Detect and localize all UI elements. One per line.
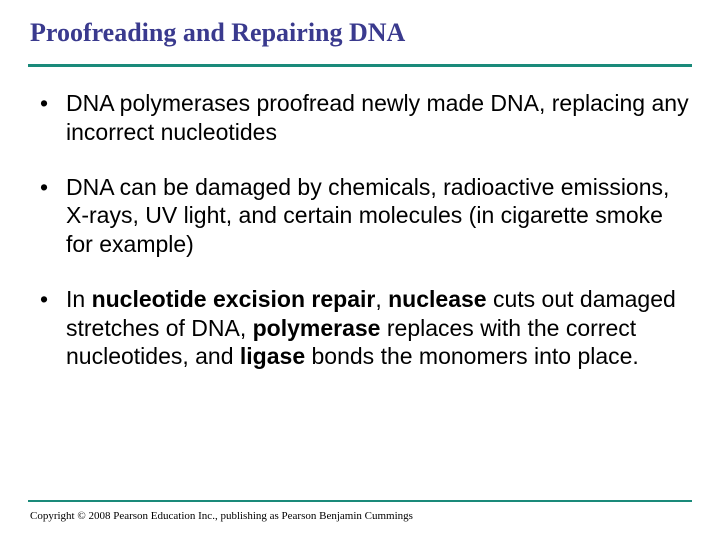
slide-title: Proofreading and Repairing DNA [28, 18, 692, 48]
copyright-text: Copyright © 2008 Pearson Education Inc.,… [30, 510, 413, 522]
bullet-item-2: DNA can be damaged by chemicals, radioac… [38, 173, 692, 259]
bullet-list: DNA polymerases proofread newly made DNA… [28, 89, 692, 371]
bullet-item-1: DNA polymerases proofread newly made DNA… [38, 89, 692, 147]
bullet-item-3: In nucleotide excision repair, nuclease … [38, 285, 692, 371]
bullet-text: , [375, 286, 388, 312]
divider-bottom [28, 500, 692, 502]
bold-term: nuclease [388, 286, 486, 312]
slide: Proofreading and Repairing DNA DNA polym… [0, 0, 720, 540]
bullet-text: DNA can be damaged by chemicals, radioac… [66, 174, 669, 258]
bold-term: ligase [240, 343, 305, 369]
bullet-text: In [66, 286, 92, 312]
bullet-text: bonds the monomers into place. [305, 343, 639, 369]
bold-term: nucleotide excision repair [92, 286, 376, 312]
divider-top [28, 64, 692, 67]
bullet-text: DNA polymerases proofread newly made DNA… [66, 90, 689, 145]
bold-term: polymerase [253, 315, 381, 341]
